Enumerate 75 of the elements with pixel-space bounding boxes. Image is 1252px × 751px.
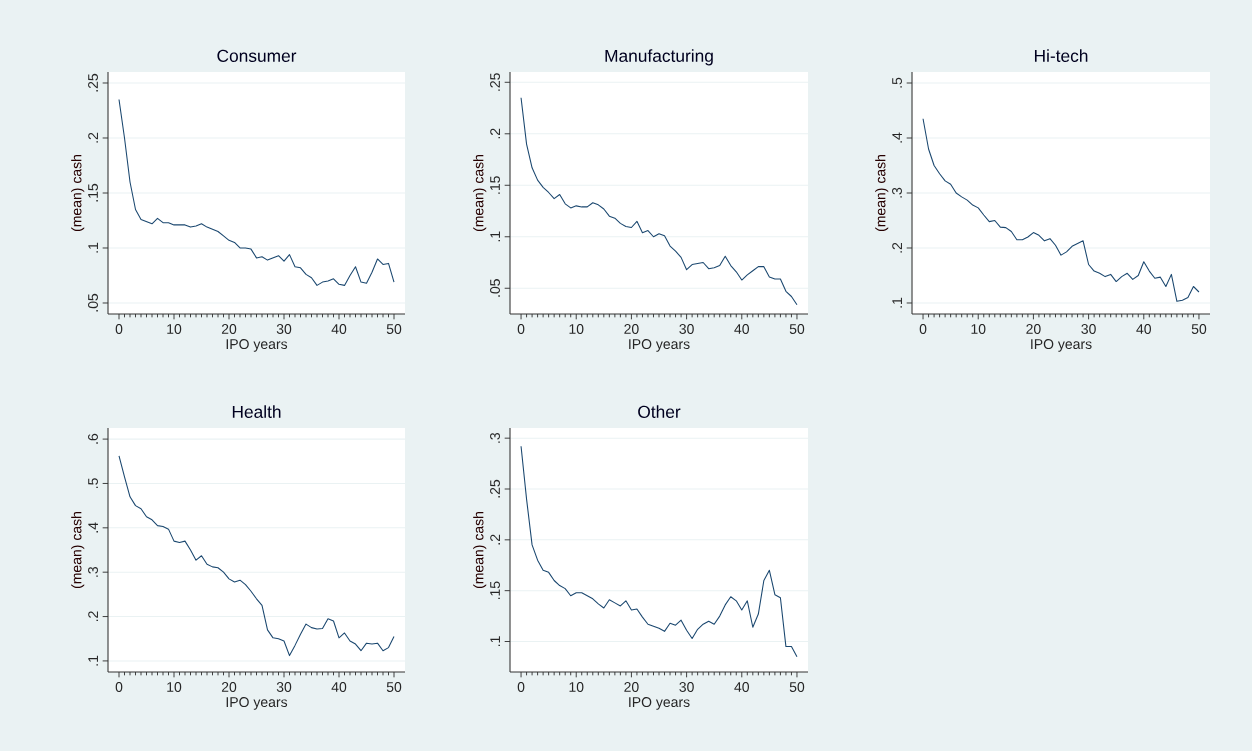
y-tick-label: .3 [88, 566, 98, 577]
y-tick-label: .2 [88, 132, 98, 143]
x-tick-label: 50 [789, 324, 805, 334]
y-tick-label: .1 [88, 242, 98, 253]
y-tick-label: .3 [892, 187, 902, 198]
x-tick-label: 50 [386, 324, 402, 334]
y-tick-label: .4 [88, 522, 98, 533]
y-tick-label: .5 [892, 77, 902, 88]
x-axis-title: IPO years [226, 339, 288, 352]
y-tick-label: .2 [490, 128, 500, 139]
x-axis-title: IPO years [226, 697, 288, 710]
y-axis-title: (mean) cash [71, 155, 85, 232]
x-axis-title: IPO years [629, 697, 690, 710]
x-tick-label: 40 [734, 682, 750, 692]
x-tick-label: 0 [115, 324, 123, 334]
y-tick-label: .25 [490, 479, 500, 498]
x-tick-label: 0 [517, 682, 525, 692]
chart-title: Consumer [217, 49, 297, 62]
y-tick-label: .1 [88, 655, 98, 666]
y-tick-label: .25 [88, 73, 98, 92]
y-axis-title: (mean) cash [875, 155, 889, 232]
y-tick-label: .25 [490, 73, 500, 91]
y-axis-title: (mean) cash [473, 512, 487, 589]
chart-title: Health [232, 405, 281, 418]
y-axis-title: (mean) cash [473, 155, 487, 232]
x-axis-title: IPO years [629, 339, 690, 352]
x-tick-label: 10 [167, 324, 182, 334]
x-tick-label: 10 [569, 682, 584, 692]
y-tick-label: .05 [88, 293, 98, 312]
x-tick-label: 40 [1136, 324, 1152, 334]
x-tick-label: 20 [624, 682, 639, 692]
y-tick-label: .1 [490, 231, 500, 242]
x-tick-label: 10 [167, 682, 182, 692]
y-tick-label: .2 [88, 611, 98, 622]
line-series [118, 455, 395, 657]
y-tick-label: .1 [490, 636, 500, 647]
y-tick-label: .2 [892, 242, 902, 253]
x-tick-label: 40 [734, 324, 750, 334]
x-tick-label: 30 [679, 682, 694, 692]
y-tick-label: .6 [88, 433, 98, 444]
x-tick-label: 20 [221, 682, 237, 692]
x-tick-label: 0 [919, 324, 927, 334]
y-tick-label: .05 [490, 279, 500, 297]
chart-title: Manufacturing [605, 49, 713, 66]
x-axis-title: IPO years [1031, 339, 1092, 352]
x-tick-label: 50 [386, 682, 402, 692]
x-tick-label: 50 [789, 682, 805, 692]
x-tick-label: 50 [1191, 324, 1207, 334]
y-tick-label: .1 [892, 297, 902, 308]
chart-title: Hi-tech [1034, 49, 1088, 62]
y-axis-title: (mean) cash [71, 512, 85, 589]
x-tick-label: 30 [679, 324, 694, 334]
x-tick-label: 10 [569, 324, 584, 334]
x-tick-label: 30 [1081, 324, 1096, 334]
x-tick-label: 20 [221, 324, 237, 334]
x-tick-label: 0 [517, 324, 525, 334]
line-series [520, 445, 798, 658]
y-tick-label: .3 [490, 432, 500, 443]
x-tick-label: 30 [276, 682, 292, 692]
x-tick-label: 30 [276, 324, 292, 334]
x-tick-label: 40 [331, 324, 347, 334]
x-tick-label: 10 [971, 324, 986, 334]
x-tick-label: 40 [331, 682, 347, 692]
x-tick-label: 20 [1026, 324, 1041, 334]
x-tick-label: 20 [624, 324, 639, 334]
y-tick-label: .15 [490, 581, 500, 600]
y-tick-label: .15 [88, 183, 98, 202]
line-series [520, 97, 798, 306]
y-tick-label: .15 [490, 176, 500, 194]
chart-title: Other [638, 405, 681, 418]
y-tick-label: .2 [490, 534, 500, 545]
y-tick-label: .4 [892, 132, 902, 143]
line-series [922, 118, 1200, 302]
x-tick-label: 0 [115, 682, 123, 692]
y-tick-label: .5 [88, 478, 98, 489]
